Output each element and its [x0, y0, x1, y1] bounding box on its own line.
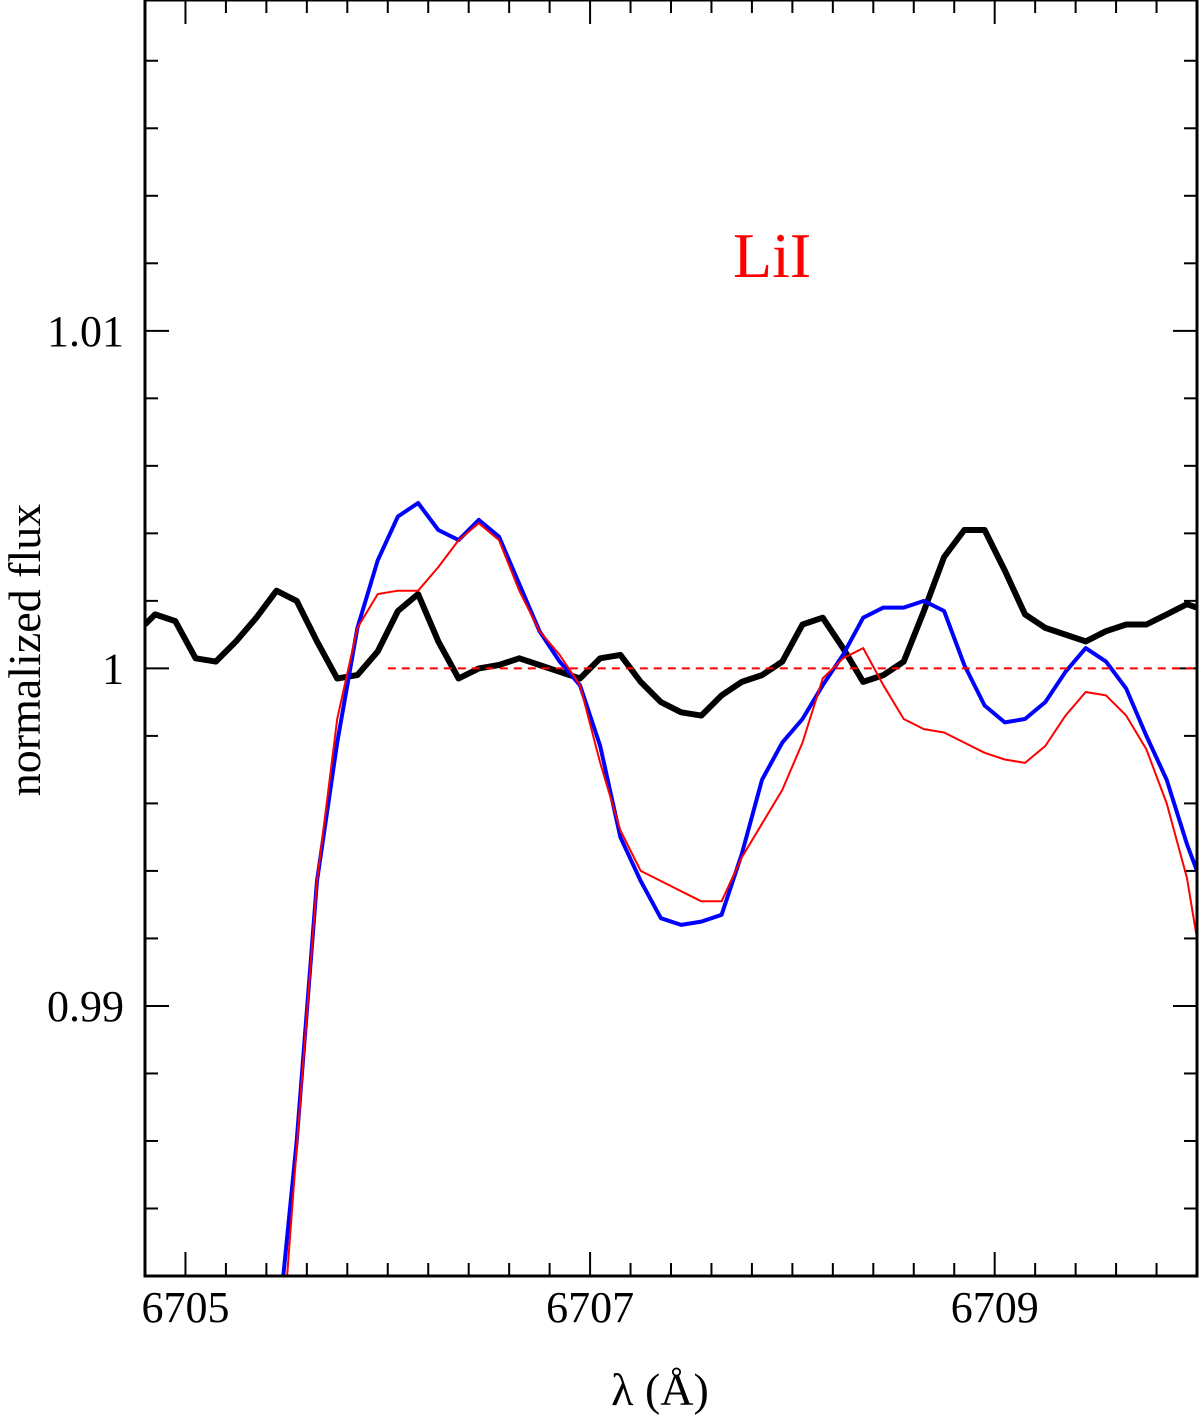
annotation-lii: LiI [733, 220, 811, 291]
series-line-2 [281, 501, 1197, 1276]
plot-frame [143, 0, 1199, 1278]
axis-ticks [145, 0, 1197, 1276]
y-tick-label: 0.99 [47, 982, 124, 1031]
x-tick-label: 6707 [546, 1283, 634, 1332]
x-tick-label: 6709 [951, 1283, 1039, 1332]
x-tick-label: 6705 [141, 1283, 229, 1332]
x-axis-label: λ (Å) [611, 1364, 709, 1415]
y-axis-label: normalized flux [0, 504, 50, 797]
axis-tick-labels: 6705 6707 6709 0.99 1 1.01 [47, 307, 1039, 1332]
series-line-1 [145, 527, 1197, 719]
y-tick-label: 1.01 [47, 307, 124, 356]
series-line-3 [286, 522, 1197, 1276]
y-tick-label: 1 [102, 644, 124, 693]
series-lines [145, 501, 1197, 1276]
